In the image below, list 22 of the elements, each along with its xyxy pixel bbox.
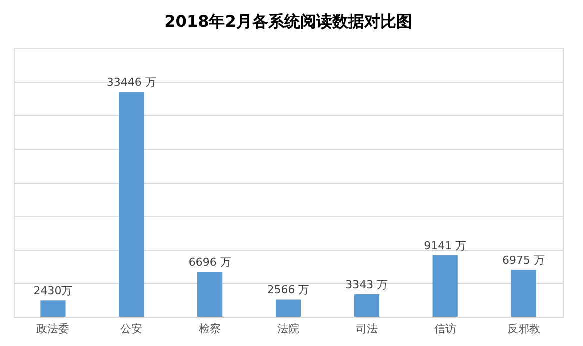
x-tick-label: 反邪教 — [507, 322, 540, 336]
bar — [354, 294, 380, 317]
bar — [119, 92, 144, 317]
data-label: 6975 万 — [502, 254, 546, 268]
chart-title: 2018年2月各系统阅读数据对比图 — [164, 12, 412, 31]
x-tick-label: 政法委 — [36, 322, 70, 336]
x-tick-label: 信访 — [434, 322, 456, 336]
bar — [511, 270, 536, 317]
x-tick-label: 检察 — [199, 322, 222, 336]
data-label: 6696 万 — [188, 256, 232, 269]
data-label: 2566 万 — [267, 284, 310, 297]
data-label: 9141 万 — [424, 240, 467, 253]
x-tick-label: 法院 — [278, 322, 300, 336]
bar — [198, 272, 223, 317]
data-label: 33446 万 — [106, 76, 156, 90]
x-tick-label: 司法 — [356, 322, 378, 336]
data-label: 2430万 — [34, 284, 73, 298]
bar — [276, 300, 302, 317]
x-tick-label: 公安 — [120, 322, 143, 336]
data-label: 3343 万 — [346, 278, 388, 292]
bar — [432, 256, 458, 317]
bar — [40, 300, 66, 317]
